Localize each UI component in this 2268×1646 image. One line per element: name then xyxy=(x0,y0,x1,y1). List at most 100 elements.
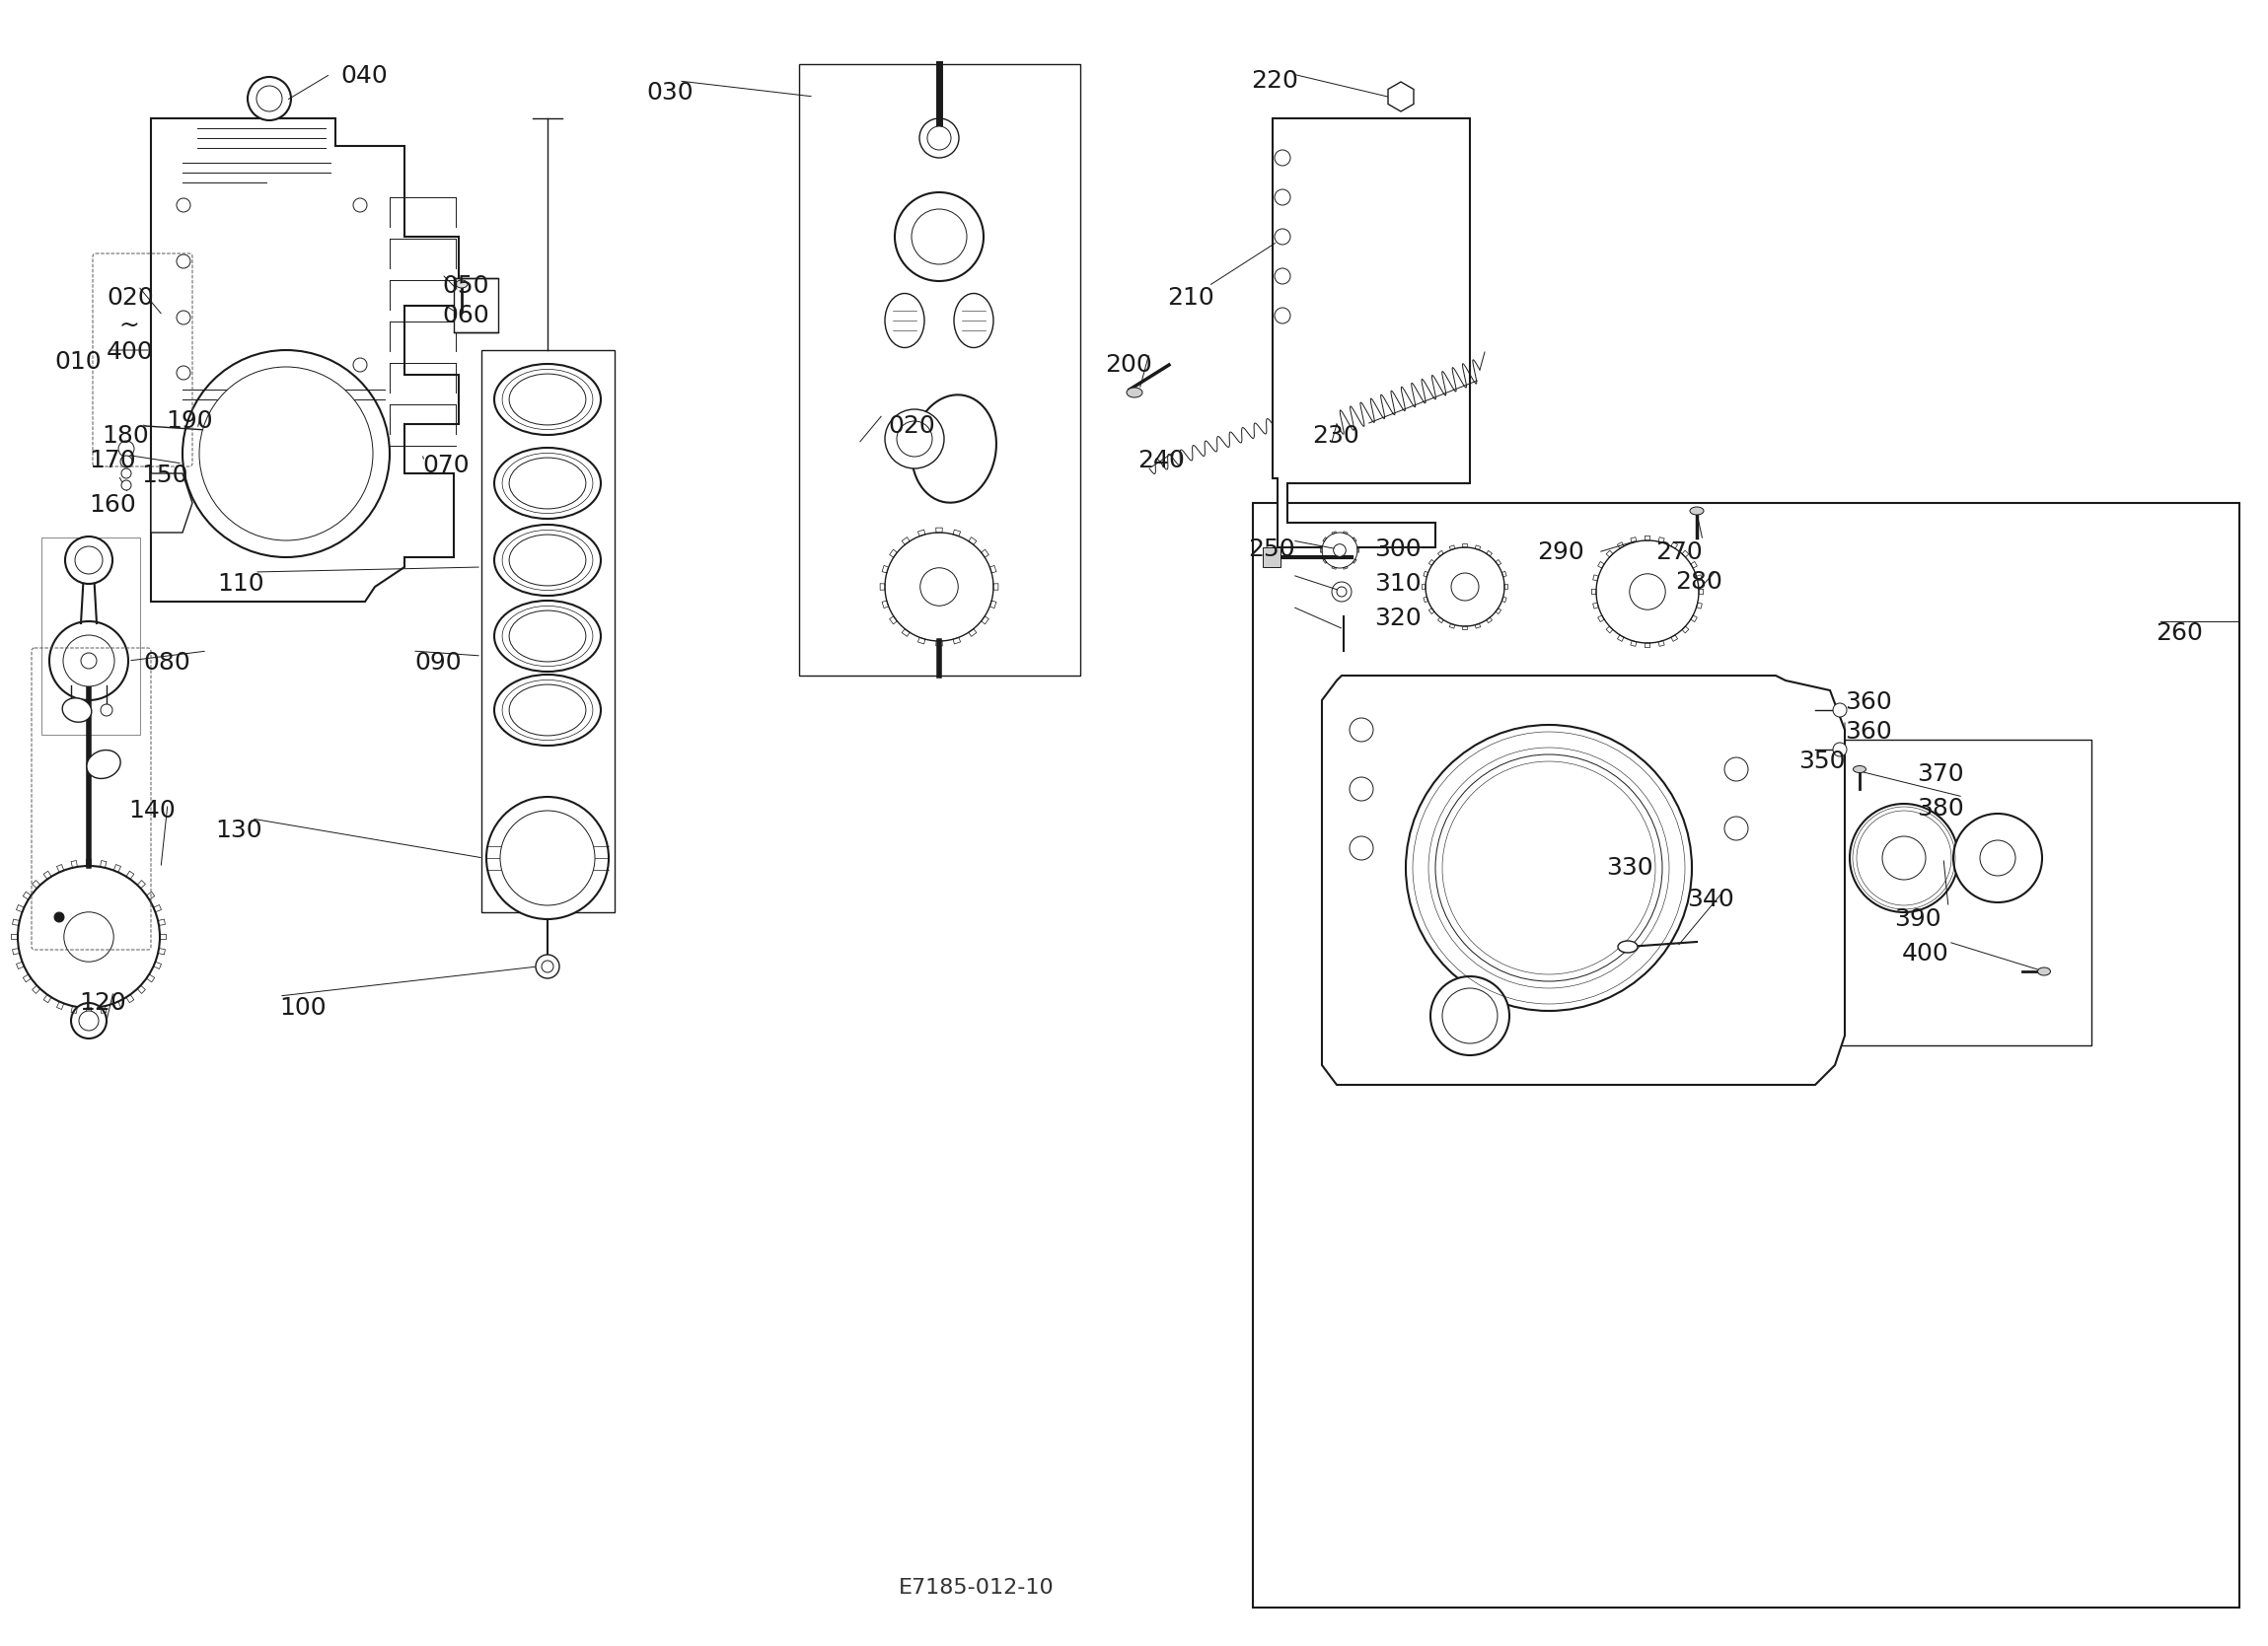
Circle shape xyxy=(18,866,159,1007)
Ellipse shape xyxy=(955,293,993,347)
Circle shape xyxy=(75,546,102,574)
Text: 310: 310 xyxy=(1374,573,1422,596)
Circle shape xyxy=(247,77,290,120)
Circle shape xyxy=(1442,988,1497,1044)
Circle shape xyxy=(1724,816,1749,839)
Text: 060: 060 xyxy=(442,305,490,328)
Circle shape xyxy=(542,961,553,973)
Circle shape xyxy=(1597,540,1699,644)
Text: 140: 140 xyxy=(129,798,175,823)
Text: E7185-012-10: E7185-012-10 xyxy=(898,1579,1055,1598)
Text: 350: 350 xyxy=(1799,749,1846,774)
Circle shape xyxy=(1349,718,1372,742)
Text: 190: 190 xyxy=(166,410,213,433)
Ellipse shape xyxy=(885,293,925,347)
Ellipse shape xyxy=(1690,507,1703,515)
Circle shape xyxy=(120,456,132,467)
Ellipse shape xyxy=(494,364,601,435)
Circle shape xyxy=(50,621,129,700)
Text: 030: 030 xyxy=(646,81,694,105)
Circle shape xyxy=(82,653,98,668)
Circle shape xyxy=(66,704,77,716)
Circle shape xyxy=(885,410,943,469)
Text: 360: 360 xyxy=(1844,719,1892,744)
Text: 320: 320 xyxy=(1374,606,1422,630)
Circle shape xyxy=(181,351,390,558)
Circle shape xyxy=(1953,813,2041,902)
Circle shape xyxy=(64,912,113,961)
Circle shape xyxy=(896,193,984,281)
Ellipse shape xyxy=(508,374,585,425)
Polygon shape xyxy=(152,119,458,601)
Text: 080: 080 xyxy=(143,650,191,675)
Circle shape xyxy=(1275,268,1290,285)
Text: 210: 210 xyxy=(1168,286,1213,309)
Circle shape xyxy=(912,209,966,265)
Circle shape xyxy=(354,198,367,212)
Text: 090: 090 xyxy=(415,650,460,675)
Circle shape xyxy=(118,441,134,456)
Ellipse shape xyxy=(494,525,601,596)
Circle shape xyxy=(177,255,191,268)
Ellipse shape xyxy=(61,698,91,723)
Text: 240: 240 xyxy=(1139,449,1184,472)
Text: 160: 160 xyxy=(88,494,136,517)
Circle shape xyxy=(1628,574,1665,609)
Text: 250: 250 xyxy=(1247,538,1295,561)
Text: 200: 200 xyxy=(1105,352,1152,377)
Circle shape xyxy=(1349,836,1372,859)
Ellipse shape xyxy=(494,675,601,746)
Text: 040: 040 xyxy=(340,64,388,87)
Circle shape xyxy=(100,704,113,716)
Circle shape xyxy=(1322,533,1359,568)
Circle shape xyxy=(1275,308,1290,324)
Circle shape xyxy=(1980,839,2016,876)
Circle shape xyxy=(64,635,113,686)
Circle shape xyxy=(1833,703,1846,718)
Circle shape xyxy=(1331,583,1352,601)
Text: 290: 290 xyxy=(1538,540,1583,565)
Ellipse shape xyxy=(494,601,601,672)
Circle shape xyxy=(1882,836,1926,879)
Text: 180: 180 xyxy=(102,425,150,448)
Text: 170: 170 xyxy=(88,449,136,472)
Circle shape xyxy=(1275,229,1290,245)
Circle shape xyxy=(354,357,367,372)
Text: 260: 260 xyxy=(2155,621,2202,645)
Circle shape xyxy=(200,367,372,540)
Circle shape xyxy=(896,421,932,456)
Ellipse shape xyxy=(494,448,601,518)
Circle shape xyxy=(485,797,608,918)
Text: ~: ~ xyxy=(118,314,138,337)
Text: 360: 360 xyxy=(1844,690,1892,714)
Text: 390: 390 xyxy=(1894,907,1941,932)
Text: 130: 130 xyxy=(215,818,263,843)
Text: 070: 070 xyxy=(422,454,469,477)
Circle shape xyxy=(177,365,191,380)
Circle shape xyxy=(122,481,132,491)
Text: 330: 330 xyxy=(1606,856,1653,879)
Circle shape xyxy=(66,537,113,584)
Text: 020: 020 xyxy=(107,286,154,309)
Circle shape xyxy=(885,533,993,640)
Circle shape xyxy=(535,955,560,978)
Polygon shape xyxy=(1322,675,1844,1085)
Text: 100: 100 xyxy=(279,996,327,1021)
Ellipse shape xyxy=(508,458,585,509)
Circle shape xyxy=(1334,545,1345,556)
Bar xyxy=(481,351,615,912)
Text: 120: 120 xyxy=(79,991,127,1016)
Text: 340: 340 xyxy=(1687,887,1735,912)
Circle shape xyxy=(256,86,281,112)
Circle shape xyxy=(1436,754,1662,981)
Bar xyxy=(1252,504,2239,1608)
Circle shape xyxy=(1406,724,1692,1011)
Circle shape xyxy=(177,311,191,324)
Circle shape xyxy=(1851,803,1957,912)
Text: 110: 110 xyxy=(218,573,263,596)
Ellipse shape xyxy=(456,280,467,288)
Circle shape xyxy=(501,811,594,905)
Ellipse shape xyxy=(1127,387,1143,397)
Circle shape xyxy=(919,119,959,158)
Circle shape xyxy=(122,469,132,479)
